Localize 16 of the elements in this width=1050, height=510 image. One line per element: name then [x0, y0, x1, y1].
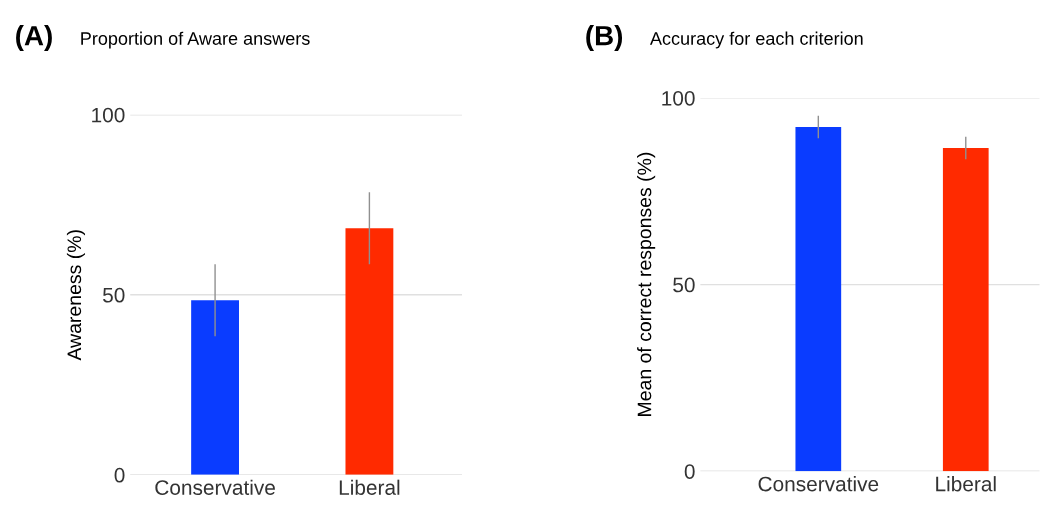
chart-title: (A) [16, 25, 52, 51]
y-tick-label: 100 [662, 90, 695, 106]
y-axis-title: Mean of correct responses (%) [637, 152, 656, 416]
x-tick-label: Conservative [155, 479, 275, 495]
chart-title: (B) [586, 25, 623, 51]
x-tick-label: Liberal [339, 479, 400, 495]
chart-subtitle: Accuracy for each criterion [649, 31, 863, 49]
y-tick-label: 0 [114, 467, 125, 483]
y-tick-label: 0 [684, 464, 695, 479]
y-tick-label: 50 [103, 287, 125, 303]
y-tick-label: 100 [92, 107, 125, 123]
y-axis-title: Awareness (%) [66, 230, 86, 361]
x-tick-label: Liberal [936, 476, 996, 492]
chart-subtitle: Proportion of Aware answers [81, 31, 310, 49]
y-tick-label: 50 [673, 277, 695, 293]
x-tick-label: Conservative [758, 476, 879, 492]
